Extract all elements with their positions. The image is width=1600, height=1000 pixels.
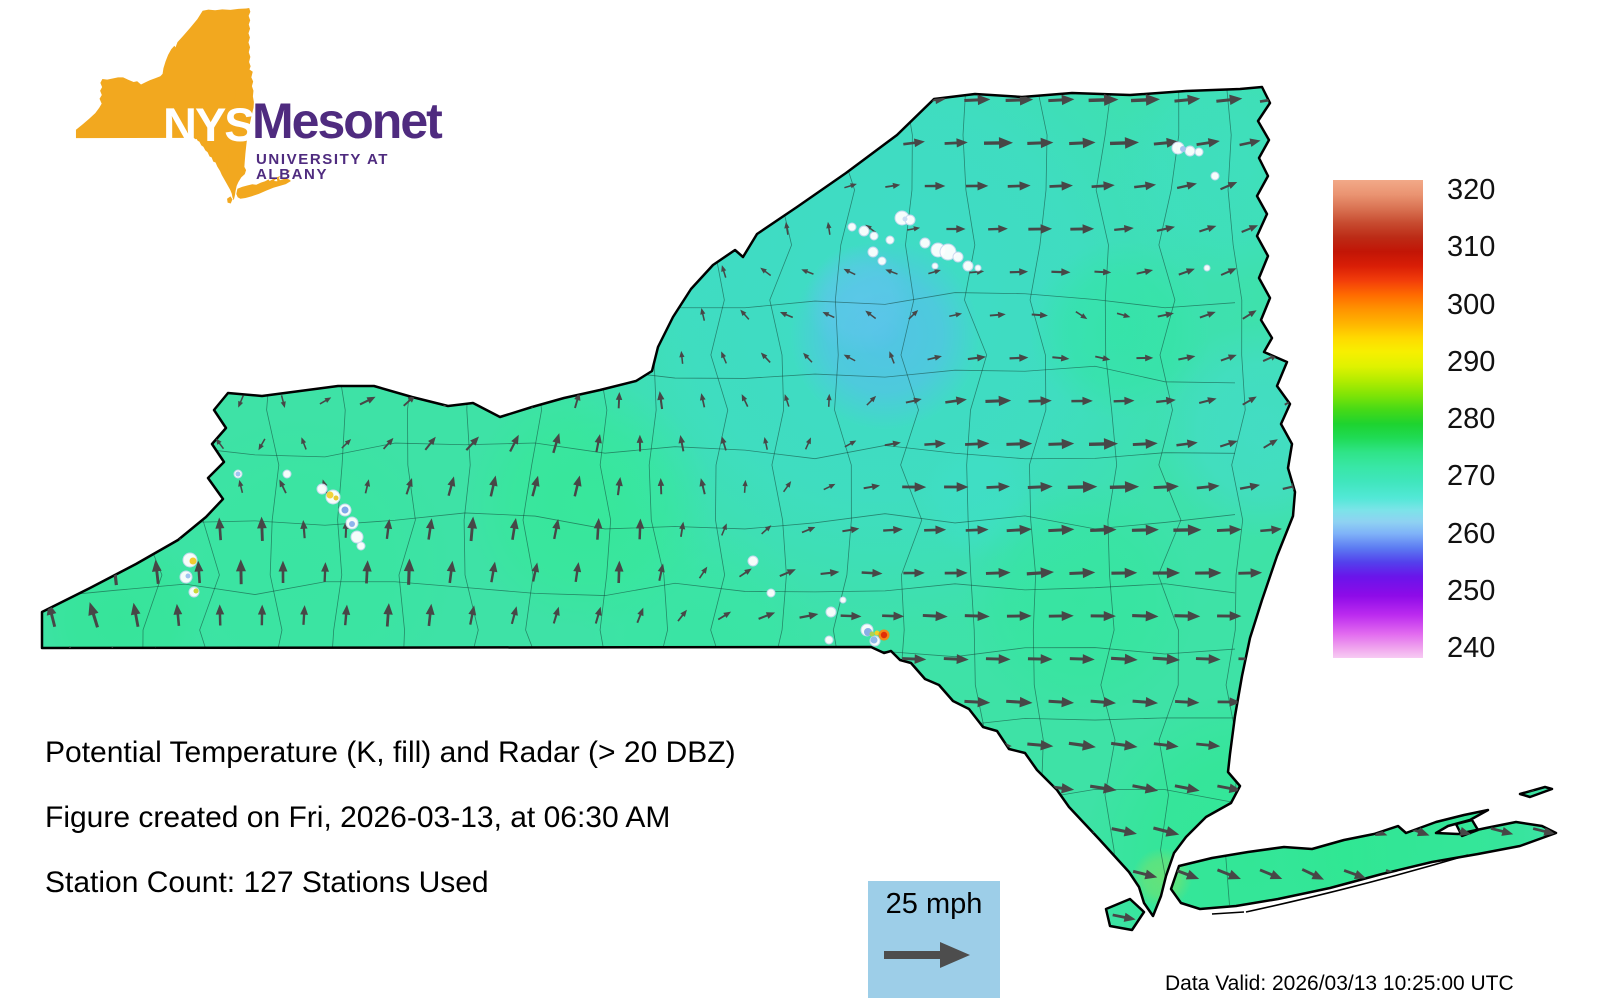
- logo-nys-text: NYS: [163, 98, 256, 151]
- colorbar: [1333, 180, 1423, 658]
- logo-subtitle-text: UNIVERSITY AT ALBANY: [256, 151, 390, 183]
- colorbar-tick-240: 240: [1447, 632, 1496, 664]
- station-count-caption: Station Count: 127 Stations Used: [45, 866, 489, 899]
- logo-mesonet-text: Mesonet: [252, 93, 443, 149]
- wind-reference-arrow-icon: [884, 942, 970, 968]
- data-valid-timestamp: Data Valid: 2026/03/13 10:25:00 UTC: [1165, 972, 1514, 995]
- colorbar-tick-250: 250: [1447, 574, 1496, 607]
- logo-divider-bar: [227, 88, 252, 172]
- colorbar-tick-280: 280: [1447, 403, 1496, 435]
- wind-reference-box: 25 mph: [868, 881, 1000, 998]
- figure-created-caption: Figure created on Fri, 2026-03-13, at 06…: [45, 801, 671, 834]
- radar-echo-layer: [179, 141, 1220, 647]
- colorbar-tick-310: 310: [1447, 231, 1496, 264]
- wind-reference-label: 25 mph: [885, 888, 983, 920]
- logo-state-shape: [75, 7, 291, 204]
- nys-mesonet-logo: NYS Mesonet UNIVERSITY AT ALBANY: [30, 0, 460, 235]
- colorbar-tick-300: 300: [1447, 288, 1496, 321]
- colorbar-tick-320: 320: [1447, 174, 1496, 206]
- state-outline: [40, 85, 1558, 932]
- figure-title: Potential Temperature (K, fill) and Rada…: [45, 736, 736, 769]
- colorbar-tick-260: 260: [1447, 517, 1496, 550]
- colorbar-tick-290: 290: [1447, 345, 1496, 378]
- barrier-islands-outline: [1211, 854, 1469, 915]
- colorbar-tick-270: 270: [1447, 460, 1496, 493]
